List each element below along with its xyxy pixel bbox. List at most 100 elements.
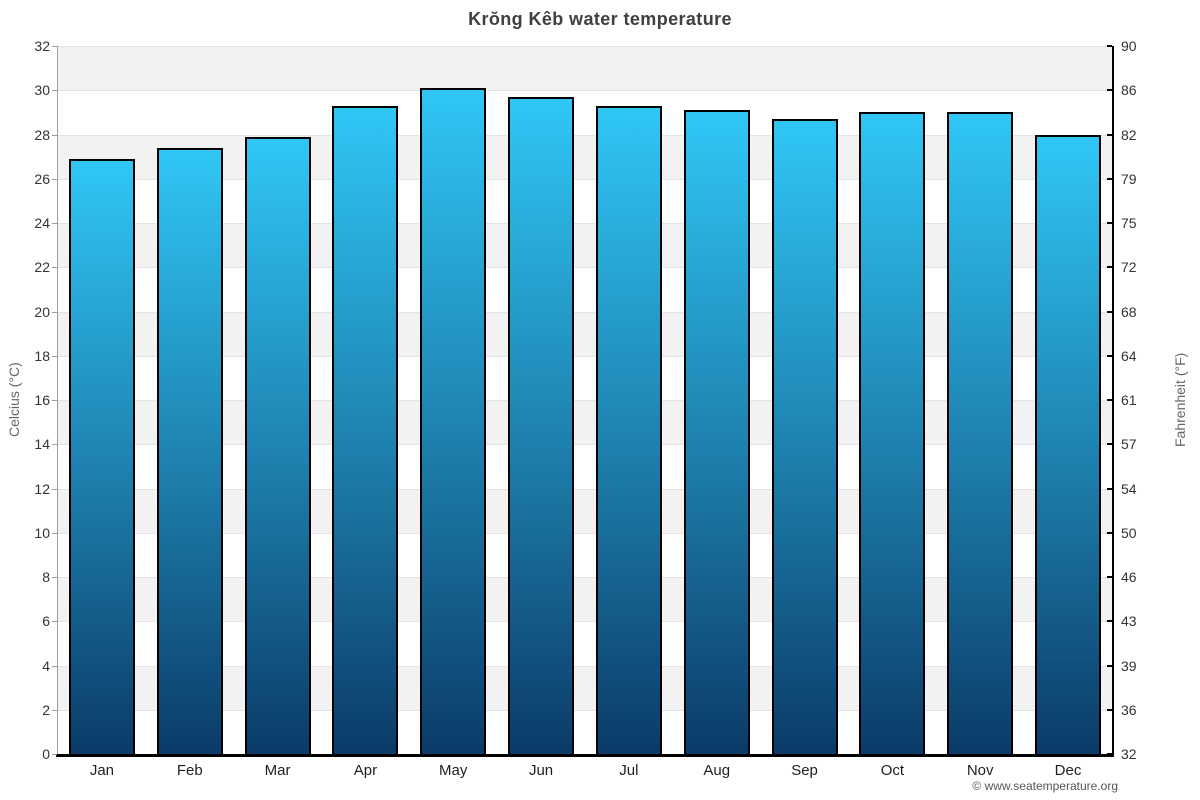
celsius-tick-mark: [52, 311, 57, 313]
plot-band-22-20c: [58, 267, 1112, 312]
fahrenheit-tick-mark: [1107, 443, 1112, 446]
gridline-8c: [58, 577, 1112, 578]
celsius-tick-mark: [52, 355, 57, 357]
fahrenheit-tick-mark: [1107, 487, 1112, 490]
celsius-tick-12: 12: [34, 480, 50, 497]
bar-jun: [508, 96, 575, 754]
celsius-tick-8: 8: [42, 569, 50, 585]
month-label-apr: Apr: [353, 762, 378, 779]
plot-band-24-22c: [58, 223, 1112, 268]
celsius-tick-18: 18: [34, 347, 50, 364]
celsius-tick-mark: [52, 621, 57, 623]
fahrenheit-axis-title: Fahrenheit (°F): [1172, 352, 1188, 448]
celsius-tick-mark: [52, 577, 57, 578]
celsius-tick-24: 24: [34, 215, 50, 231]
plot-band-20-18c: [58, 311, 1112, 356]
celsius-tick-30: 30: [34, 82, 50, 99]
celsius-tick-mark: [52, 223, 57, 224]
plot-band-2-0c: [58, 709, 1112, 754]
gridline-30c: [58, 90, 1112, 92]
fahrenheit-tick-mark: [1107, 177, 1112, 180]
fahrenheit-tick-mark: [1107, 266, 1112, 269]
fahrenheit-tick-68: 68: [1121, 303, 1137, 320]
celsius-tick-4: 4: [42, 657, 50, 674]
fahrenheit-tick-64: 64: [1121, 347, 1137, 364]
gridline-16c: [58, 400, 1112, 401]
bar-feb: [156, 147, 223, 754]
plot-area: [58, 46, 1112, 755]
gridline-32c: [58, 46, 1112, 47]
celsius-tick-16: 16: [34, 392, 50, 408]
month-label-aug: Aug: [703, 762, 731, 779]
plot-band-4-2c: [58, 665, 1112, 710]
plot-band-26-24c: [58, 178, 1112, 223]
celsius-axis-line: [57, 46, 58, 754]
fahrenheit-tick-mark: [1107, 753, 1112, 755]
month-label-jul: Jul: [619, 762, 639, 779]
celsius-tick-mark: [52, 400, 57, 401]
celsius-tick-mark: [52, 267, 57, 269]
fahrenheit-tick-90: 90: [1121, 38, 1137, 54]
fahrenheit-tick-82: 82: [1121, 126, 1137, 143]
plot-band-32-30c: [58, 46, 1112, 91]
fahrenheit-tick-mark: [1107, 310, 1112, 313]
x-axis-baseline: [56, 754, 1114, 757]
chart-title: Krŏng Kêb water temperature: [468, 9, 732, 29]
celsius-axis-title: Celcius (°C): [6, 362, 22, 438]
bar-mar: [244, 136, 311, 754]
fahrenheit-tick-mark: [1107, 45, 1112, 47]
fahrenheit-tick-mark: [1107, 399, 1112, 401]
fahrenheit-tick-57: 57: [1121, 436, 1137, 453]
gridline-2c: [58, 709, 1112, 711]
celsius-tick-28: 28: [34, 126, 50, 143]
fahrenheit-tick-mark: [1107, 620, 1112, 623]
plot-band-12-10c: [58, 488, 1112, 533]
bar-dec: [1035, 134, 1102, 754]
fahrenheit-tick-mark: [1107, 133, 1112, 136]
celsius-tick-mark: [52, 444, 57, 446]
plot-band-14-12c: [58, 444, 1112, 489]
month-label-dec: Dec: [1054, 762, 1082, 779]
bar-may: [420, 88, 487, 754]
celsius-tick-mark: [52, 178, 57, 180]
celsius-tick-mark: [52, 90, 57, 92]
fahrenheit-tick-50: 50: [1121, 524, 1137, 541]
bar-jan: [68, 158, 135, 754]
celsius-tick-mark: [52, 46, 57, 47]
fahrenheit-tick-54: 54: [1121, 480, 1137, 497]
gridline-14c: [58, 444, 1112, 446]
fahrenheit-tick-75: 75: [1121, 215, 1137, 231]
gridline-12c: [58, 488, 1112, 490]
celsius-tick-10: 10: [34, 524, 50, 541]
gridline-22c: [58, 267, 1112, 269]
gridline-4c: [58, 665, 1112, 667]
gridline-6c: [58, 621, 1112, 623]
bar-aug: [683, 110, 750, 754]
fahrenheit-tick-39: 39: [1121, 657, 1137, 674]
month-label-sep: Sep: [791, 762, 818, 779]
celsius-tick-6: 6: [42, 613, 50, 630]
fahrenheit-axis-line: [1112, 46, 1114, 754]
fahrenheit-tick-79: 79: [1121, 170, 1137, 187]
gridline-24c: [58, 223, 1112, 224]
celsius-tick-32: 32: [34, 38, 50, 54]
fahrenheit-tick-46: 46: [1121, 569, 1137, 585]
copyright-watermark-link[interactable]: © www.seatemperature.org: [972, 779, 1118, 793]
gridline-10c: [58, 532, 1112, 534]
celsius-tick-20: 20: [34, 303, 50, 320]
celsius-tick-mark: [52, 665, 57, 667]
month-label-oct: Oct: [880, 762, 905, 779]
fahrenheit-tick-72: 72: [1121, 259, 1137, 276]
celsius-tick-2: 2: [42, 701, 50, 718]
fahrenheit-tick-86: 86: [1121, 82, 1137, 99]
celsius-tick-mark: [52, 134, 57, 136]
fahrenheit-tick-mark: [1107, 531, 1112, 534]
bar-oct: [859, 112, 926, 754]
celsius-tick-22: 22: [34, 259, 50, 276]
plot-band-8-6c: [58, 577, 1112, 622]
celsius-tick-mark: [52, 488, 57, 490]
plot-band-18-16c: [58, 355, 1112, 400]
celsius-tick-26: 26: [34, 170, 50, 187]
fahrenheit-tick-43: 43: [1121, 613, 1137, 630]
